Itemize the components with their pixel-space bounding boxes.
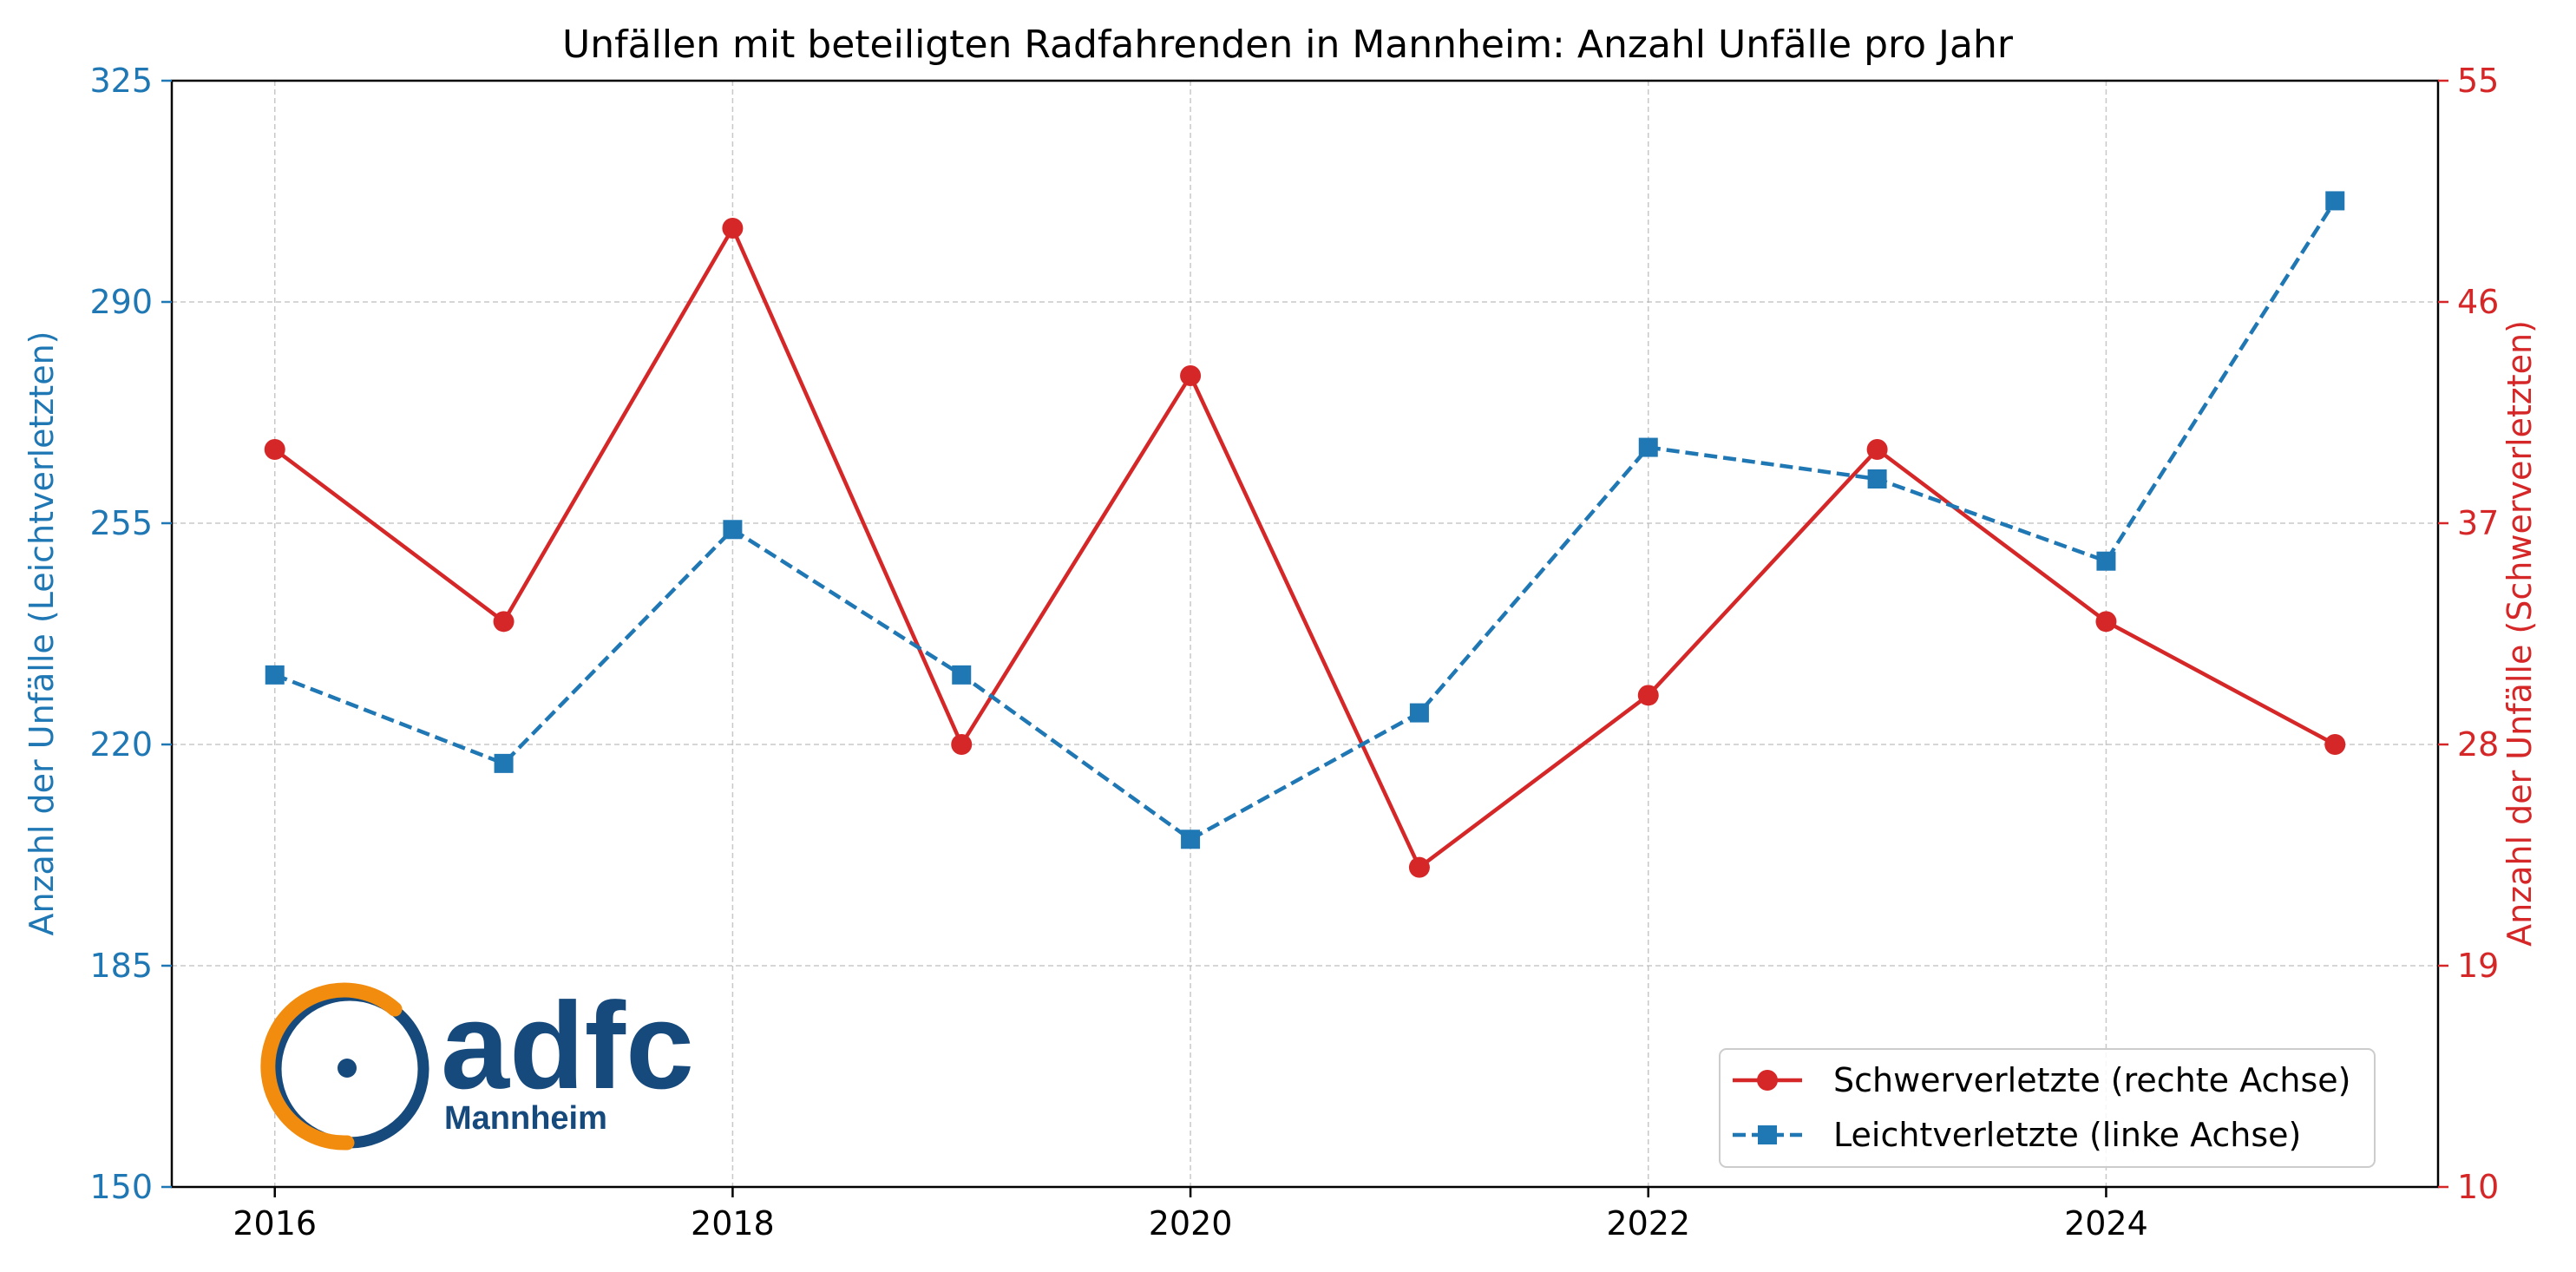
y-right-tick-label: 28 (2457, 725, 2499, 764)
y-axis-label-right: Anzahl der Unfälle (Schwerverletzten) (2501, 320, 2539, 947)
chart-title: Unfällen mit beteiligten Radfahrenden in… (562, 23, 2014, 67)
data-point-leichtverletzte (1638, 437, 1658, 457)
adfc-logo: adfc Mannheim (260, 977, 694, 1151)
logo-wordmark: adfc (441, 977, 694, 1115)
series-layer (264, 191, 2346, 878)
plot-frame (170, 79, 2440, 1189)
legend-label-schwerverletzte: Schwerverletzte (rechte Achse) (1833, 1061, 2350, 1099)
y-left-tick-label: 290 (89, 283, 153, 321)
data-point-leichtverletzte (2096, 551, 2116, 571)
y-left-tick-label: 255 (89, 504, 153, 542)
data-point-schwerverletzte (1180, 365, 1202, 386)
y-right-tick-label: 37 (2457, 504, 2499, 542)
legend-marker-schwerverletzte (1757, 1070, 1778, 1091)
legend-box (1719, 1048, 2376, 1168)
data-point-schwerverletzte (1637, 685, 1659, 706)
y-right-tick-label: 55 (2457, 62, 2499, 100)
y-right-tick-label: 19 (2457, 947, 2499, 985)
data-point-schwerverletzte (493, 611, 515, 633)
y-left-tick-label: 185 (89, 947, 153, 985)
logo-orange-arc-icon (260, 982, 403, 1151)
y-left-tick-label: 220 (89, 725, 153, 764)
data-point-schwerverletzte (1408, 856, 1430, 878)
legend: Schwerverletzte (rechte Achse) Leichtver… (1719, 1048, 2376, 1168)
data-point-schwerverletzte (2095, 611, 2117, 633)
data-point-schwerverletzte (722, 218, 744, 239)
data-point-schwerverletzte (2324, 734, 2346, 755)
series-line-schwerverletzte (273, 226, 2337, 869)
y-axis-label-left: Anzahl der Unfälle (Leichtverletzten) (23, 331, 61, 936)
data-point-schwerverletzte (951, 734, 973, 755)
data-point-leichtverletzte (1867, 469, 1887, 488)
series-line-leichtverletzte (273, 200, 2337, 842)
y-right-tick-label: 46 (2457, 283, 2499, 321)
data-point-schwerverletzte (1866, 439, 1888, 460)
y-left-tick-label: 325 (89, 62, 153, 100)
data-point-leichtverletzte (2325, 191, 2345, 211)
data-point-leichtverletzte (1181, 829, 1201, 849)
y-left-tick-label: 150 (89, 1168, 153, 1206)
ticks: 2016 2018 2020 2022 2024 150 185 220 255 290 325 10… (89, 62, 2499, 1242)
data-point-leichtverletzte (952, 665, 972, 685)
logo-dot-icon (338, 1059, 357, 1078)
x-tick-label: 2018 (691, 1204, 775, 1242)
legend-marker-leichtverletzte (1758, 1125, 1777, 1144)
legend-label-leichtverletzte: Leichtverletzte (linke Achse) (1833, 1116, 2301, 1154)
data-point-leichtverletzte (1409, 703, 1429, 723)
x-tick-label: 2020 (1149, 1204, 1233, 1242)
data-point-schwerverletzte (264, 439, 285, 460)
x-tick-label: 2016 (233, 1204, 317, 1242)
x-tick-label: 2024 (2064, 1204, 2148, 1242)
data-point-leichtverletzte (265, 665, 285, 685)
logo-subtitle: Mannheim (444, 1100, 607, 1137)
data-point-leichtverletzte (494, 753, 514, 773)
x-tick-label: 2022 (1606, 1204, 1690, 1242)
y-right-tick-label: 10 (2457, 1168, 2499, 1206)
data-point-leichtverletzte (723, 520, 743, 540)
